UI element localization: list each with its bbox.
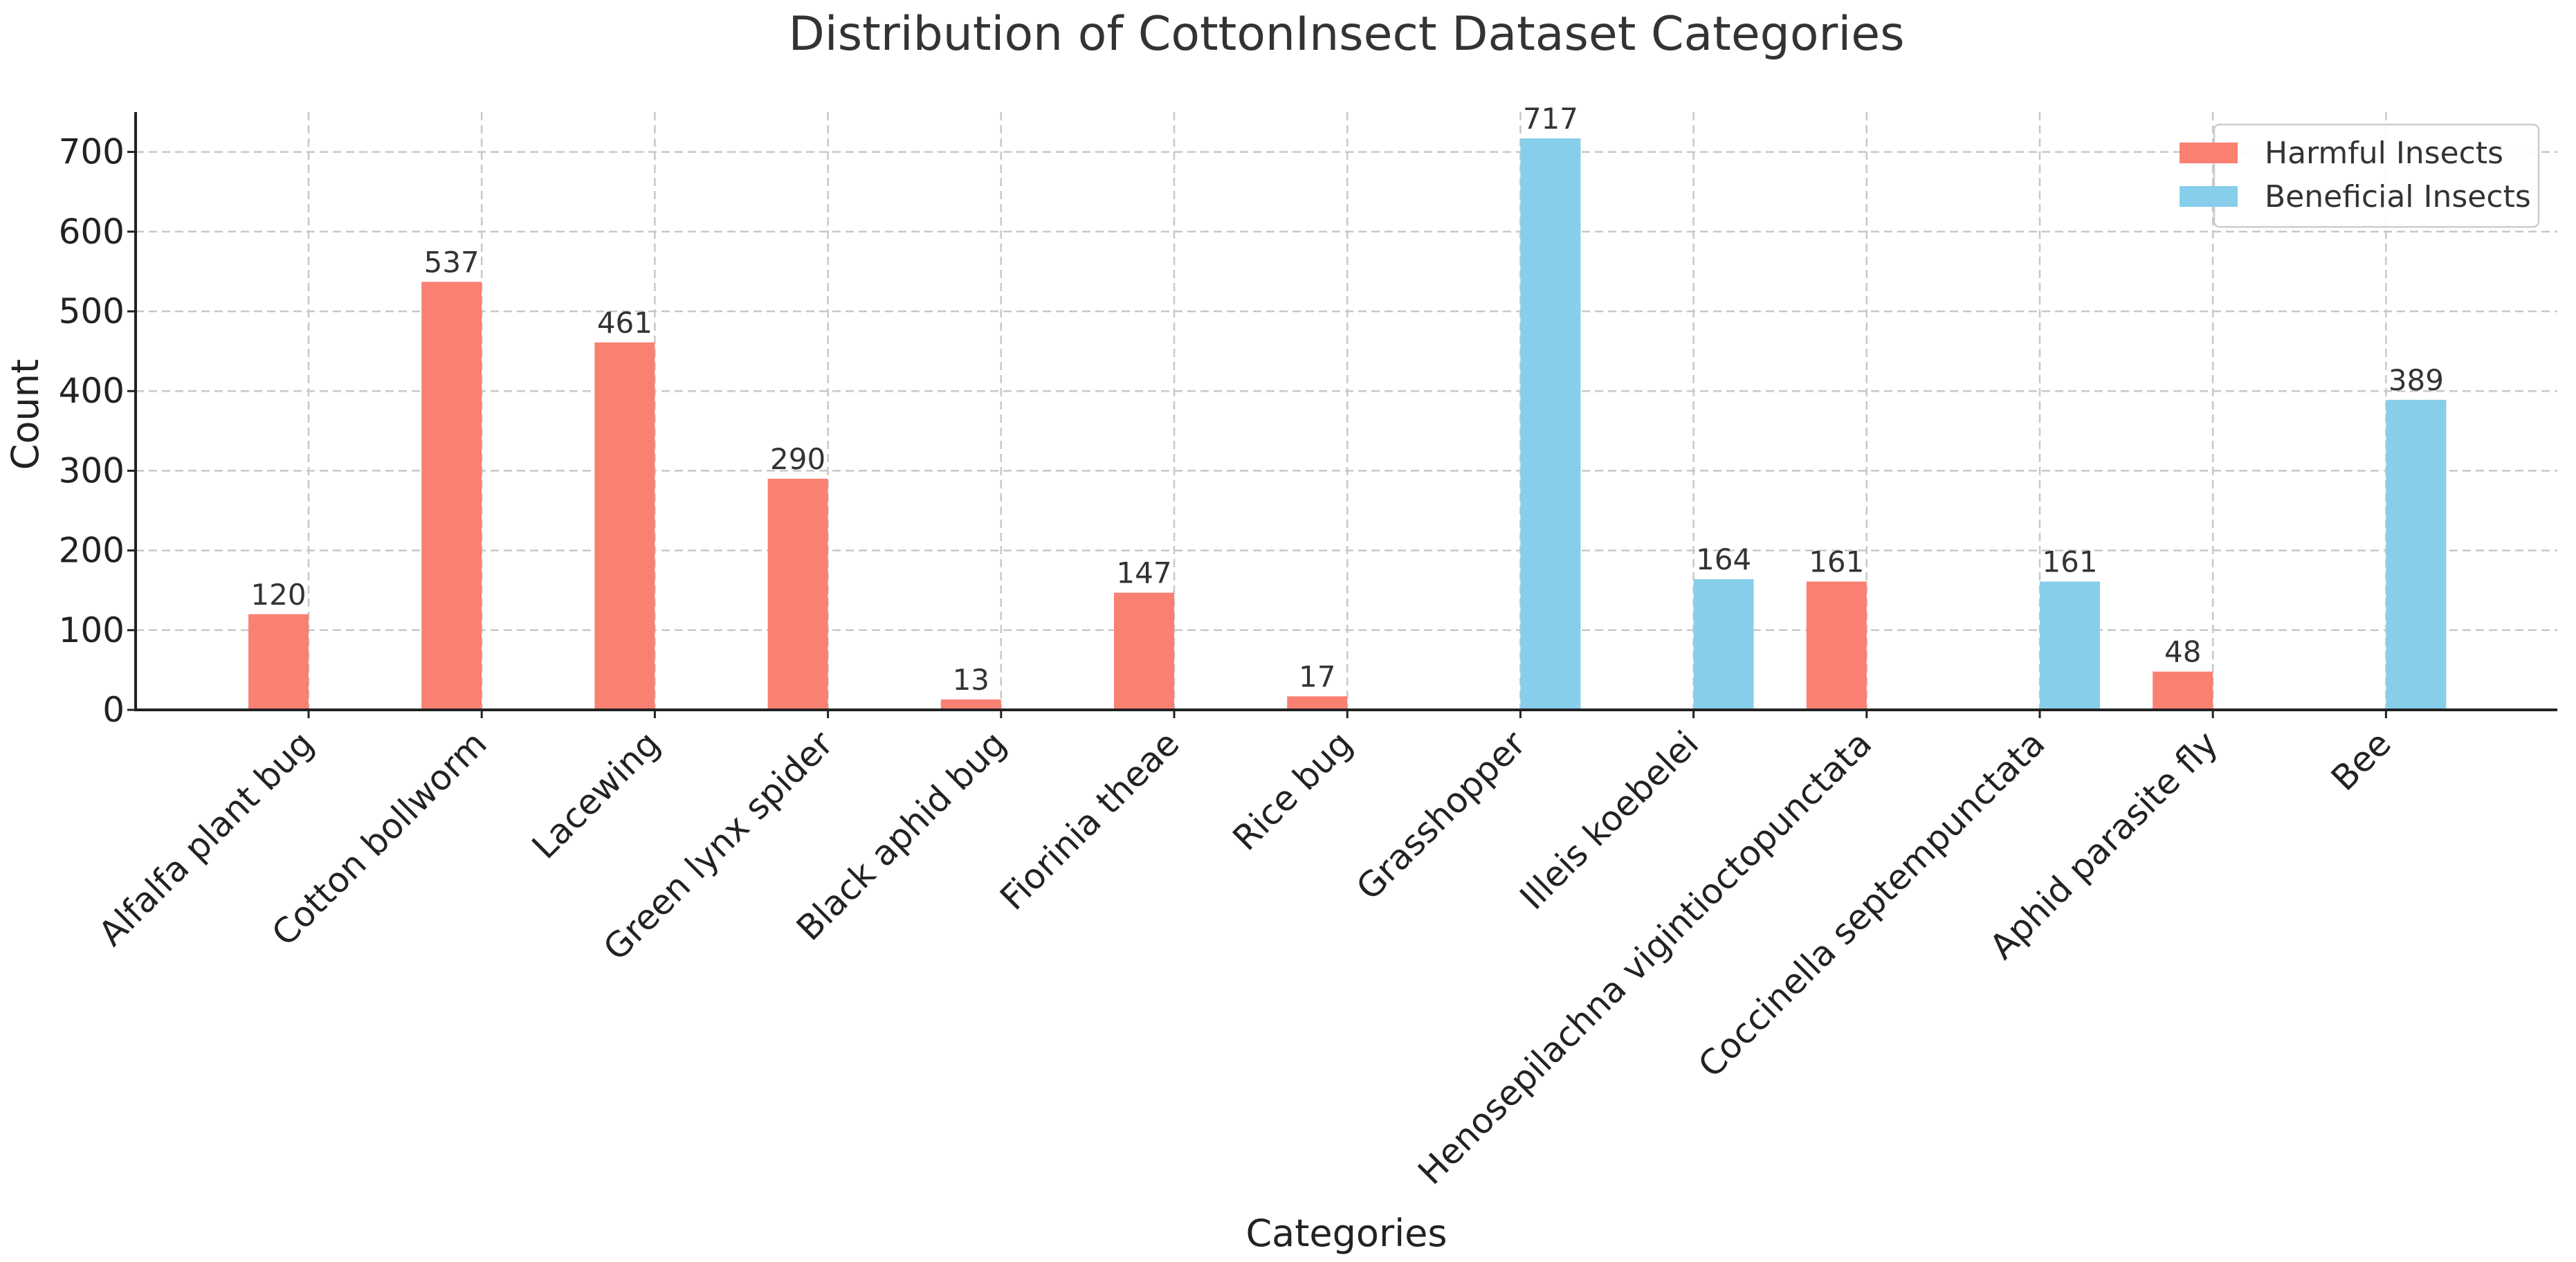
y-tick-label: 700	[59, 132, 125, 172]
x-tick-label: Rice bug	[1225, 723, 1360, 858]
bar-harmful	[248, 614, 309, 710]
data-labels: 120 537 461 290 13 147 17 161 48 717 164 161 389	[250, 102, 2444, 697]
y-tick-label: 200	[59, 531, 125, 571]
data-label: 161	[2042, 545, 2097, 579]
y-tick-label: 0	[102, 690, 125, 730]
y-tick-label: 600	[59, 212, 125, 252]
bar-harmful	[2153, 671, 2213, 710]
bar-harmful	[1806, 581, 1867, 710]
chart-title: Distribution of CottonInsect Dataset Cat…	[788, 7, 1904, 62]
data-label: 164	[1696, 542, 1751, 576]
x-tick-label: Illeis koebelei	[1513, 723, 1707, 917]
bar-harmful	[594, 342, 655, 711]
data-label: 13	[953, 663, 989, 697]
x-tick-label: Lacewing	[524, 723, 668, 866]
bar-harmful	[940, 699, 1001, 710]
data-label: 161	[1809, 545, 1864, 579]
data-label: 17	[1299, 659, 1335, 693]
data-label: 147	[1116, 556, 1171, 590]
data-label: 290	[770, 442, 825, 476]
axes-layer	[134, 112, 2557, 711]
data-label: 461	[597, 306, 652, 340]
data-label: 389	[2388, 363, 2444, 397]
x-tick-label: Grasshopper	[1349, 723, 1533, 908]
bar-beneficial	[2386, 399, 2447, 710]
legend-swatch-beneficial	[2180, 186, 2238, 207]
data-label: 48	[2164, 635, 2201, 669]
bar-beneficial	[1693, 579, 1754, 710]
grid-layer	[136, 112, 2557, 710]
legend-label-harmful: Harmful Insects	[2265, 136, 2503, 171]
bars-layer	[248, 138, 2447, 711]
bar-harmful	[767, 478, 828, 710]
y-tick-label: 500	[59, 291, 125, 331]
legend-label-beneficial: Beneficial Insects	[2265, 179, 2531, 214]
legend-frame	[2213, 123, 2540, 228]
y-axis-label: Count	[3, 359, 47, 470]
bar-harmful	[1287, 696, 1348, 710]
bar-beneficial	[1520, 138, 1581, 711]
x-axis-label: Categories	[1245, 1211, 1447, 1255]
y-tick-label: 300	[59, 450, 125, 491]
x-tick-label: Coccinella septempunctata	[1690, 723, 2052, 1085]
x-tick-label: Fiorinia theae	[992, 723, 1187, 917]
bar-harmful	[421, 282, 482, 711]
legend: Harmful Insects Beneficial Insects	[2180, 123, 2540, 228]
x-tick-label: Bee	[2323, 723, 2399, 798]
bar-harmful	[1114, 592, 1174, 710]
y-ticks: 0 100 200 300 400 500 600 700	[59, 132, 136, 730]
data-label: 717	[1523, 102, 1578, 136]
y-tick-label: 400	[59, 371, 125, 411]
bar-beneficial	[2040, 581, 2100, 710]
data-label: 120	[250, 578, 306, 612]
y-tick-label: 100	[59, 610, 125, 650]
legend-swatch-harmful	[2180, 143, 2238, 163]
data-label: 537	[424, 245, 479, 279]
